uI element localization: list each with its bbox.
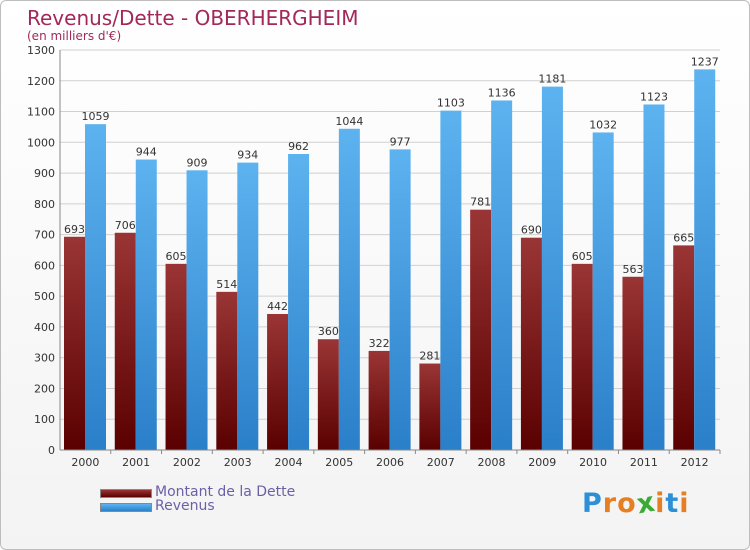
- debt-bar: [267, 314, 289, 450]
- debt-bar: [216, 291, 238, 450]
- value-labels: 693 1059 706 944 605 909 514 934 442 962 360 1044 32…: [64, 55, 719, 362]
- debt-value-label: 693: [64, 223, 85, 236]
- x-tick-label: 2012: [681, 456, 709, 469]
- y-tick-label: 700: [34, 229, 55, 242]
- y-tick-label: 1000: [27, 136, 55, 149]
- logo-letter: t: [665, 488, 680, 519]
- x-tick-label: 2008: [478, 456, 506, 469]
- revenue-value-label: 1181: [538, 73, 566, 86]
- x-tick-label: 2011: [630, 456, 658, 469]
- revenue-value-label: 1103: [437, 97, 465, 110]
- revenue-bar: [389, 149, 411, 450]
- debt-value-label: 605: [166, 250, 187, 263]
- revenue-bar: [135, 159, 157, 451]
- debt-value-label: 281: [419, 350, 440, 363]
- logo-letter: r: [602, 488, 618, 519]
- revenue-value-label: 1123: [640, 90, 668, 103]
- x-tick-label: 2010: [579, 456, 607, 469]
- y-tick-label: 400: [34, 321, 55, 334]
- revenue-value-label: 1059: [82, 110, 110, 123]
- legend-swatch-debt: [100, 489, 152, 498]
- y-tick-label: 200: [34, 382, 55, 395]
- debt-bar: [622, 276, 644, 450]
- chart-subtitle: (en milliers d'€): [27, 29, 122, 43]
- revenue-value-label: 1237: [691, 55, 719, 68]
- debt-value-label: 605: [572, 250, 593, 263]
- revenue-bar: [694, 69, 716, 450]
- debt-bar: [520, 237, 542, 450]
- y-tick-label: 1200: [27, 75, 55, 88]
- debt-value-label: 360: [318, 325, 339, 338]
- revenue-bar: [491, 100, 513, 450]
- x-tick-label: 2000: [71, 456, 99, 469]
- y-tick-label: 1100: [27, 106, 55, 119]
- x-tick-label: 2009: [528, 456, 556, 469]
- debt-value-label: 514: [216, 278, 237, 291]
- revenue-value-label: 1032: [589, 118, 617, 131]
- revenue-value-label: 934: [237, 149, 258, 162]
- y-tick-label: 800: [34, 198, 55, 211]
- y-tick-label: 300: [34, 352, 55, 365]
- logo-letter: i: [679, 488, 690, 519]
- revenue-value-label: 977: [390, 135, 411, 148]
- debt-bar: [114, 232, 136, 450]
- debt-value-label: 563: [622, 263, 643, 276]
- legend-swatch-revenue: [100, 503, 152, 512]
- debt-value-label: 706: [115, 219, 136, 232]
- debt-value-label: 442: [267, 300, 288, 313]
- revenue-value-label: 1136: [488, 86, 516, 99]
- debt-value-label: 690: [521, 224, 542, 237]
- bars: [64, 69, 716, 451]
- revenue-value-label: 909: [187, 156, 208, 169]
- chart-title: Revenus/Dette - OBERHERGHEIM: [27, 6, 359, 30]
- x-tick-label: 2007: [427, 456, 455, 469]
- revenue-bar: [643, 104, 665, 450]
- revenue-bar: [440, 110, 462, 450]
- revenue-value-label: 962: [288, 140, 309, 153]
- revenue-bar: [186, 170, 208, 451]
- debt-value-label: 665: [673, 231, 694, 244]
- debt-bar: [673, 245, 695, 450]
- y-axis-ticks: 0 100 200 300 400 500 600 700 800 900 1000 1100 1200…: [27, 44, 55, 457]
- x-tick-label: 2003: [224, 456, 252, 469]
- debt-bar: [317, 339, 339, 450]
- logo-letter: o: [617, 488, 637, 519]
- y-tick-label: 500: [34, 290, 55, 303]
- debt-bar: [368, 350, 390, 450]
- y-tick-label: 0: [48, 444, 55, 457]
- revenue-value-label: 944: [136, 146, 157, 159]
- revenue-bar: [85, 124, 106, 451]
- x-axis-ticks: 2000 2001 2002 2003 2004 2005 2006 2007 2008 2009…: [71, 450, 721, 469]
- x-tick-label: 2006: [376, 456, 404, 469]
- debt-bar: [165, 263, 187, 450]
- axes: [59, 50, 720, 451]
- x-tick-label: 2004: [274, 456, 302, 469]
- x-tick-label: 2001: [122, 456, 150, 469]
- revenue-bar: [237, 162, 259, 450]
- debt-value-label: 322: [369, 337, 390, 350]
- revenue-bar: [592, 132, 614, 450]
- legend-label-debt: Montant de la Dette: [155, 484, 296, 500]
- revenue-bar: [338, 128, 360, 450]
- y-tick-label: 100: [34, 413, 55, 426]
- debt-bar: [419, 363, 441, 450]
- x-tick-label: 2005: [325, 456, 353, 469]
- debt-value-label: 781: [470, 196, 491, 209]
- debt-bar: [571, 263, 593, 450]
- revenue-bar: [541, 86, 563, 450]
- revenue-bar: [288, 154, 310, 450]
- proxiti-logo: Proxiti: [582, 487, 690, 521]
- logo-letter: i: [655, 488, 666, 519]
- revenue-value-label: 1044: [335, 115, 363, 128]
- logo-letter: P: [582, 488, 603, 519]
- x-tick-label: 2002: [173, 456, 201, 469]
- debt-bar: [64, 236, 85, 450]
- legend-label-revenue: Revenus: [155, 498, 215, 514]
- y-tick-label: 1300: [27, 44, 55, 57]
- y-tick-label: 900: [34, 167, 55, 180]
- y-tick-label: 600: [34, 259, 55, 272]
- debt-bar: [470, 209, 492, 450]
